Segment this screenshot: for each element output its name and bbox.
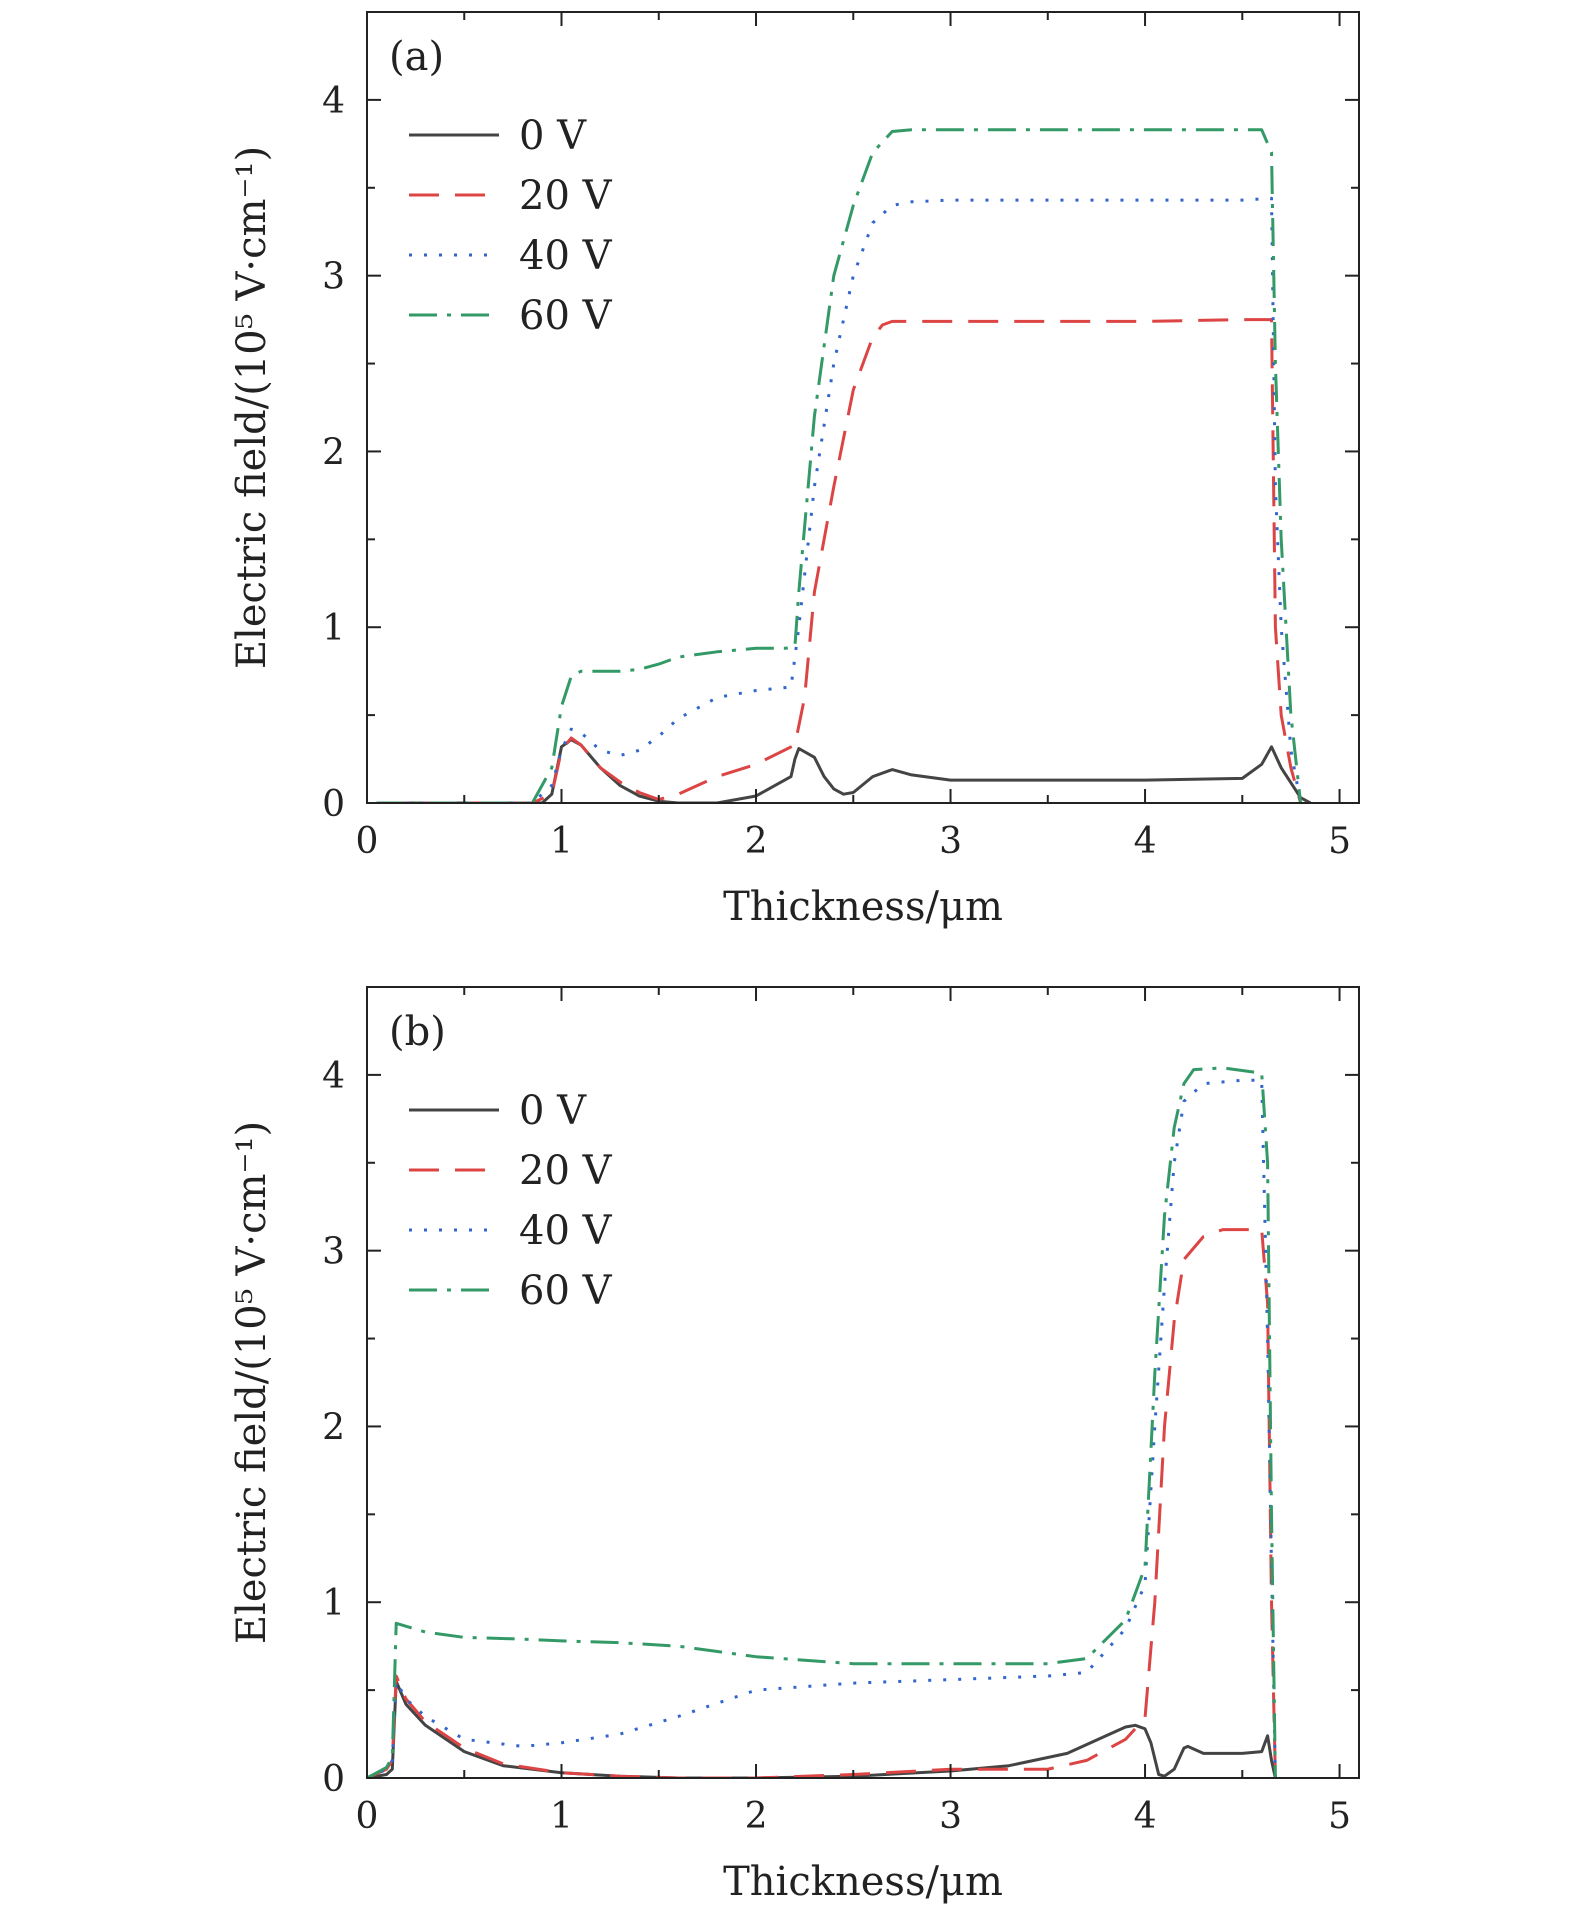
series-line-20v (367, 1228, 1277, 1778)
plot-frame (366, 986, 1360, 1779)
chart-panel: 0 1 2 3 4 5 0 1 2 3 4 Thickness/μm Electric field/(1… (229, 11, 1360, 930)
x-tick-label: 3 (939, 821, 962, 862)
panels: 0 1 2 3 4 5 0 1 2 3 4 Thickness/μm Electric field/(1… (229, 11, 1360, 1905)
x-tick-label: 1 (550, 1796, 573, 1837)
legend-label: 20 V (519, 173, 613, 219)
y-tick-label: 2 (322, 432, 345, 473)
series-line-60v (376, 128, 1303, 803)
series-line-0v (367, 1679, 1277, 1778)
y-tick-label: 3 (322, 257, 345, 298)
x-tick-label: 2 (745, 821, 768, 862)
x-tick-label: 4 (1134, 821, 1157, 862)
y-tick-label: 0 (322, 1759, 345, 1800)
x-axis-title: Thickness/μm (723, 1859, 1003, 1905)
x-tick-label: 5 (1328, 1796, 1351, 1837)
panel-label: (b) (389, 1009, 446, 1055)
x-tick-label: 0 (356, 821, 379, 862)
plot-frame (366, 11, 1360, 804)
legend-label: 20 V (519, 1148, 613, 1194)
series-line-60v (367, 1066, 1277, 1778)
y-tick-label: 4 (322, 81, 345, 122)
x-tick-label: 1 (550, 821, 573, 862)
legend-label: 0 V (519, 113, 587, 159)
x-tick-label: 2 (745, 1796, 768, 1837)
x-axis-title: Thickness/μm (723, 884, 1003, 930)
legend-label: 0 V (519, 1088, 587, 1134)
y-axis-title: Electric field/(10⁵ V·cm⁻¹) (229, 146, 275, 669)
series-line-40v (367, 1078, 1277, 1778)
y-tick-label: 4 (322, 1056, 345, 1097)
y-tick-label: 0 (322, 784, 345, 825)
legend: 0 V 20 V 40 V 60 V (409, 113, 613, 339)
legend-label: 60 V (519, 1268, 613, 1314)
legend-label: 60 V (519, 293, 613, 339)
legend-label: 40 V (519, 233, 613, 279)
series-line-20v (376, 318, 1303, 803)
x-tick-label: 3 (939, 1796, 962, 1837)
legend: 0 V 20 V 40 V 60 V (409, 1088, 613, 1314)
y-tick-label: 2 (322, 1407, 345, 1448)
x-tick-label: 5 (1328, 821, 1351, 862)
y-tick-label: 3 (322, 1232, 345, 1273)
y-axis-title: Electric field/(10⁵ V·cm⁻¹) (229, 1121, 275, 1644)
y-tick-label: 1 (322, 1583, 345, 1624)
legend-label: 40 V (519, 1208, 613, 1254)
y-tick-label: 1 (322, 608, 345, 649)
x-tick-label: 0 (356, 1796, 379, 1837)
chart-panel: 0 1 2 3 4 5 0 1 2 3 4 Thickness/μm Electric field/(1… (229, 986, 1360, 1905)
x-tick-label: 4 (1134, 1796, 1157, 1837)
panel-label: (a) (389, 34, 444, 80)
